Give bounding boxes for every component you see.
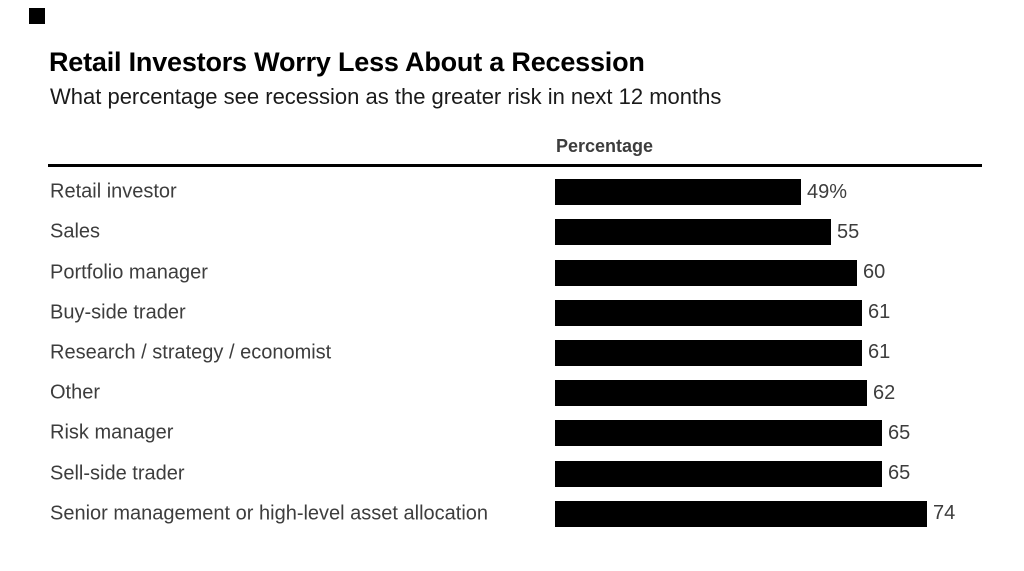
bar	[555, 299, 862, 326]
chart: Retail investor 49% Sales 55 Portfolio manag…	[48, 172, 982, 534]
bar-category-label: Risk manager	[50, 421, 174, 444]
bar-category-label: Senior management or high-level asset al…	[50, 502, 489, 525]
bar	[555, 259, 857, 286]
bar-value-label: 62	[873, 381, 896, 404]
bar-row: Sell-side trader 65	[48, 454, 982, 494]
bar	[555, 219, 831, 246]
bar-wrap: 61	[555, 339, 891, 366]
bar-wrap: 65	[555, 460, 911, 487]
bar-wrap: 62	[555, 380, 896, 407]
bar-wrap: 74	[555, 500, 956, 527]
bar-row: Retail investor 49%	[48, 172, 982, 212]
page-subtitle: What percentage see recession as the gre…	[50, 84, 722, 109]
bar-row: Other 62	[48, 373, 982, 413]
bar	[555, 460, 882, 487]
bar-value-label: 65	[888, 462, 911, 485]
bar-value-label: 65	[888, 421, 911, 444]
bar-value-label: 74	[933, 502, 956, 525]
column-header-percentage: Percentage	[556, 136, 654, 156]
page-title: Retail Investors Worry Less About a Rece…	[49, 47, 645, 77]
bar-value-label: 49%	[807, 180, 848, 203]
bar-row: Portfolio manager 60	[48, 252, 982, 292]
bar-value-label: 60	[863, 261, 886, 284]
bar-row: Risk manager 65	[48, 413, 982, 453]
header-rule	[48, 164, 982, 167]
bar-value-label: 61	[868, 301, 891, 324]
bar	[555, 380, 867, 407]
bar-category-label: Sales	[50, 220, 101, 243]
bar	[555, 420, 882, 447]
bar-wrap: 60	[555, 259, 886, 286]
bar-category-label: Retail investor	[50, 180, 177, 203]
brand-square-mark	[29, 8, 45, 24]
bar-row: Sales 55	[48, 212, 982, 252]
bar-wrap: 55	[555, 219, 860, 246]
bar-category-label: Buy-side trader	[50, 301, 186, 324]
bar	[555, 500, 927, 527]
bar	[555, 339, 862, 366]
bar-category-label: Portfolio manager	[50, 261, 208, 284]
bar-row: Research / strategy / economist 61	[48, 333, 982, 373]
bar-row: Senior management or high-level asset al…	[48, 494, 982, 534]
bar-category-label: Research / strategy / economist	[50, 341, 332, 364]
bar-value-label: 55	[837, 220, 860, 243]
bar-row: Buy-side trader 61	[48, 293, 982, 333]
bar-value-label: 61	[868, 341, 891, 364]
bar-wrap: 49%	[555, 179, 848, 206]
bar-wrap: 61	[555, 299, 891, 326]
bar-wrap: 65	[555, 420, 911, 447]
bar-category-label: Sell-side trader	[50, 462, 185, 485]
bar	[555, 179, 801, 206]
bar-category-label: Other	[50, 381, 101, 404]
